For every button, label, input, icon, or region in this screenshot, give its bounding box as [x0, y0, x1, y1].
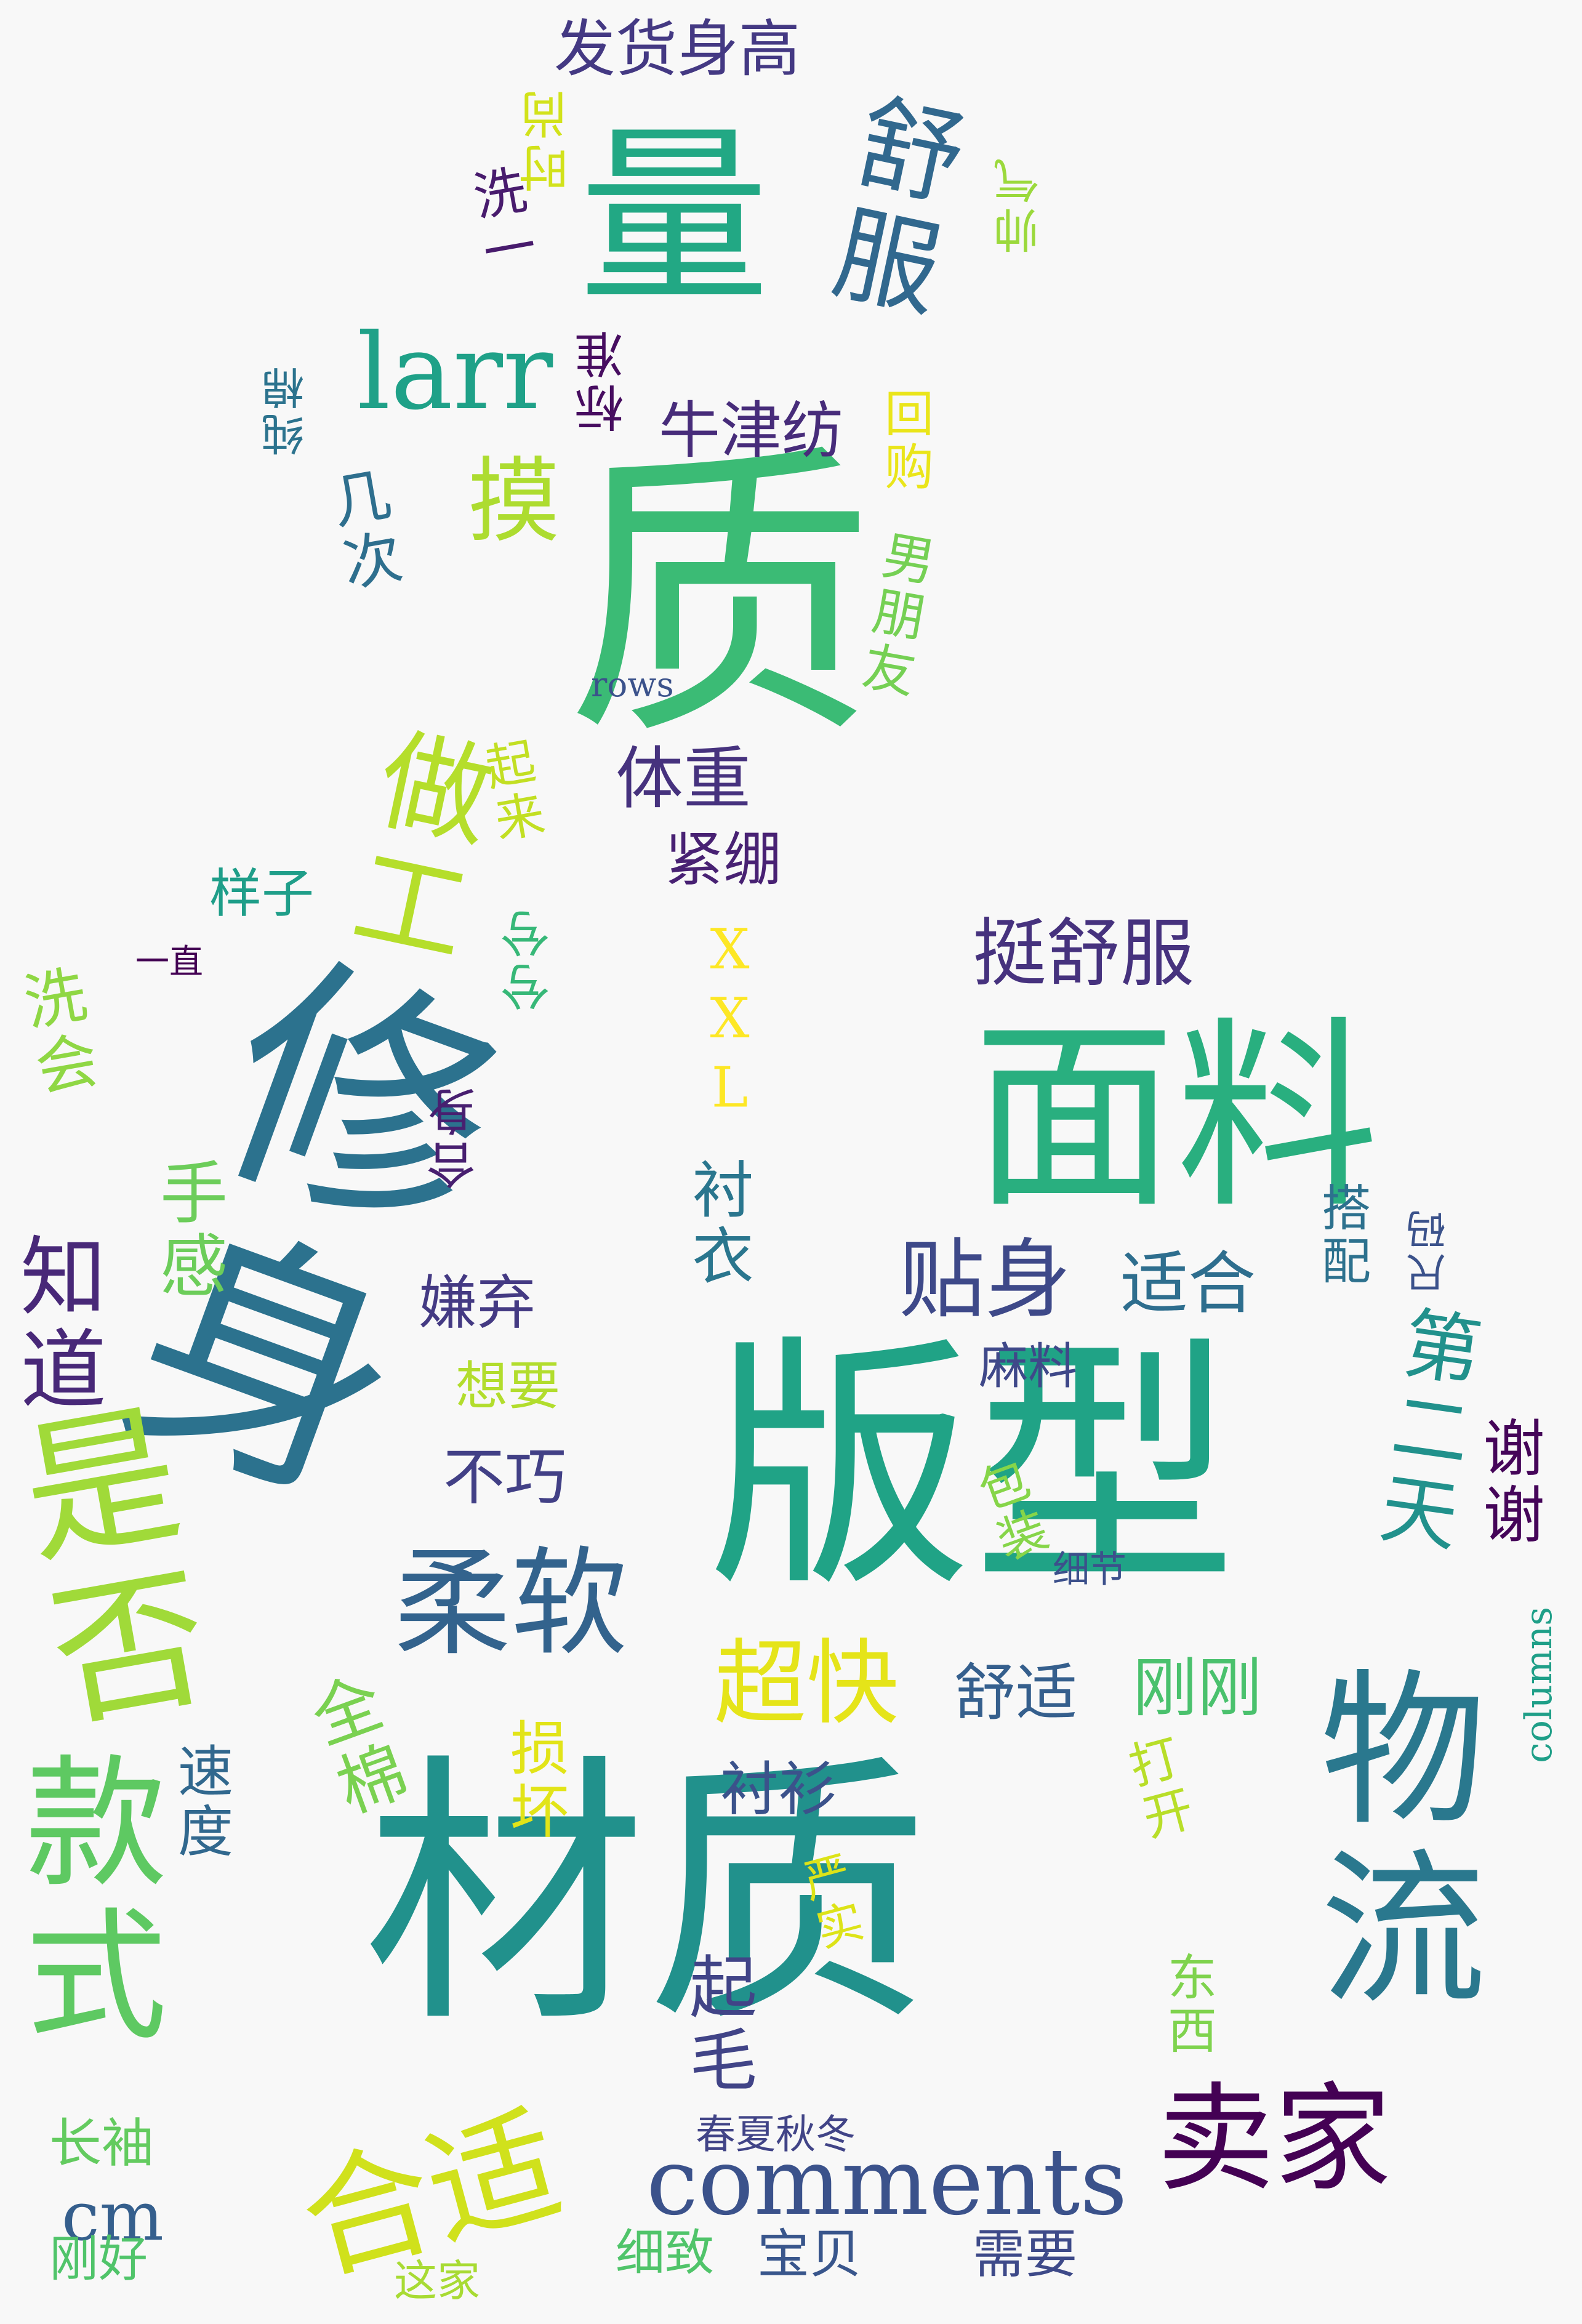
word-zhidao: 知道 [6, 1231, 106, 1418]
word-xixi: 兮兮 [500, 905, 558, 1011]
word-xxl: XXL [697, 917, 762, 1125]
word-shuaiqi: 帅气 [993, 154, 1047, 254]
word-quanmian: 全棉 [292, 1665, 416, 1830]
word-shishang: 时尚 [519, 86, 576, 193]
word-mo: 摸 [468, 448, 561, 555]
word-xiangyao: 想要 [456, 1356, 561, 1417]
word-mianliao: 面料 [973, 999, 1379, 1236]
word-tizhong: 体重 [616, 739, 751, 818]
word-huigou: 回购 [877, 388, 934, 494]
word-rouruan: 柔软 [394, 1535, 628, 1671]
word-qilai: 起来 [473, 734, 549, 850]
word-ganggang: 刚刚 [1133, 1651, 1263, 1726]
word-chima: 尺码 [1407, 1207, 1453, 1293]
word-liang: 量 [579, 107, 769, 329]
word-buqiao: 不巧 [443, 1441, 566, 1513]
word-xizhi: 细致 [616, 2224, 714, 2282]
word-tingshufu: 挺舒服 [973, 911, 1194, 997]
word-dapei: 搭配 [1314, 1182, 1371, 1289]
word-sunhuai: 损坏 [500, 1718, 568, 1844]
word-zhi: 质 [566, 418, 874, 776]
word-dongxi: 东西 [1160, 1952, 1217, 2058]
word-kuanshi: 款式 [1, 1748, 166, 2054]
word-chunxiaqiudong: 春夏秋冬 [696, 2112, 856, 2158]
word-cm: cm [62, 2177, 164, 2256]
word-dakai: 打开 [1116, 1730, 1199, 1848]
word-wuliu: 物流 [1291, 1662, 1485, 2022]
word-shougan: 手感 [148, 1157, 227, 1304]
word-chaokuai: 超快 [714, 1630, 899, 1737]
word-banxing: 版型 [708, 1314, 1237, 1622]
word-diertian: 第二天 [1362, 1300, 1485, 1560]
word-maliao: 麻料 [979, 1338, 1077, 1395]
word-xianqi: 嫌弃 [419, 1269, 536, 1337]
word-sudu: 速度 [168, 1742, 233, 1862]
word-chenyi: 衬衣 [681, 1157, 753, 1290]
word-rows: rows [591, 665, 674, 704]
word-baobei: 宝贝 [757, 2224, 862, 2285]
word-shufu: 舒服 [806, 82, 973, 329]
word-qimao: 起毛 [678, 1952, 757, 2098]
word-comments: comments [646, 2129, 1128, 2236]
word-xihui: 洗会 [9, 961, 103, 1105]
word-chenshan: 衬衫 [720, 1756, 838, 1823]
word-niujinfang: 牛津纺 [659, 395, 843, 467]
word-biaozhun: 标准 [574, 326, 632, 433]
word-columns: columns [1517, 1607, 1560, 1763]
word-shushi: 舒适 [954, 1657, 1077, 1729]
word-maijia: 卖家 [1157, 2071, 1392, 2207]
word-yizhi: 一直 [135, 942, 204, 981]
word-xijie: 细节 [1053, 1548, 1126, 1591]
word-heshen: 合身 [427, 1084, 484, 1190]
word-yangzi: 样子 [209, 864, 315, 925]
word-jinbeng: 紧绷 [665, 826, 782, 894]
word-tieshen: 贴身 [899, 1230, 1072, 1330]
word-chunmian: 纯棉 [261, 363, 311, 457]
word-xiexie: 谢谢 [1472, 1416, 1544, 1549]
word-ganghao: 刚好 [49, 2230, 148, 2288]
word-fahuoshengao: 发货身高 [554, 13, 800, 85]
word-xuyao: 需要 [973, 2224, 1078, 2285]
word-larr: larr [357, 312, 553, 433]
word-shihe: 适合 [1120, 1244, 1256, 1323]
word-changxiu: 长袖 [49, 2113, 155, 2174]
word-zhejia: 这家 [394, 2256, 480, 2306]
word-caizhi: 材质 [363, 1731, 930, 2061]
word-zuogong: 做工 [324, 715, 501, 977]
word-jici: 几次 [318, 462, 406, 600]
